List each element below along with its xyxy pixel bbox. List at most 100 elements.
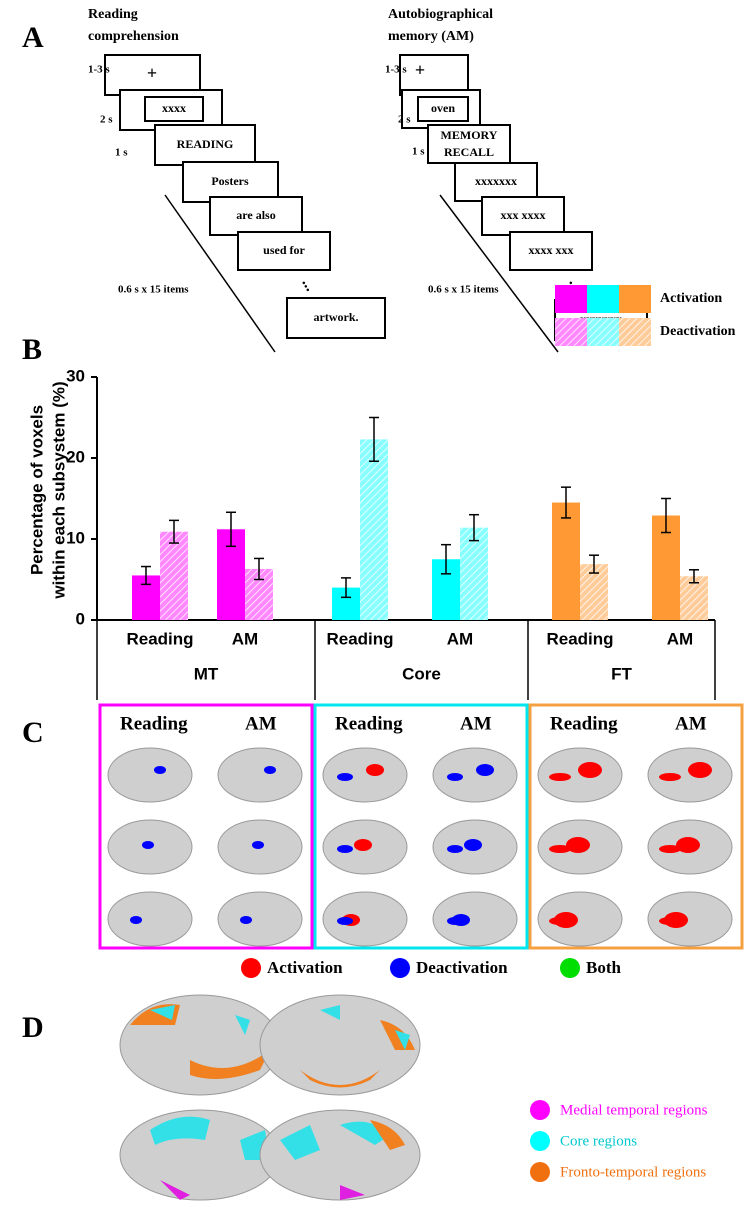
time-line	[439, 194, 559, 353]
screen	[286, 297, 386, 339]
timing: 1 s	[115, 147, 128, 159]
screen-text: used for	[263, 243, 305, 257]
brain	[217, 747, 303, 803]
error-bar	[226, 511, 236, 548]
activation-blob	[464, 839, 482, 851]
error-bar	[369, 416, 379, 462]
subsystem-map: Medial temporal regions Core regions Fro…	[119, 994, 708, 1201]
screen-text: +	[415, 60, 425, 80]
activation-blob	[447, 917, 463, 925]
bar	[160, 531, 188, 620]
error-bar	[689, 569, 699, 584]
screen	[399, 54, 469, 96]
brain	[322, 891, 408, 947]
reading-task: Reading comprehension + xxxx READING Pos…	[88, 7, 386, 353]
legend-label: Both	[586, 958, 622, 977]
timing: 2 s	[398, 114, 411, 126]
error-bar	[561, 486, 571, 519]
error-bar	[169, 519, 179, 544]
screen	[237, 231, 331, 271]
y-tick-label: 10	[66, 528, 85, 547]
inner-box	[144, 96, 204, 122]
screen-text: xxxxxxx	[475, 174, 517, 188]
legend-dot	[560, 958, 580, 978]
group-label: Core	[402, 664, 441, 683]
timing: 2 s	[100, 114, 113, 126]
legend-swatch	[587, 285, 619, 313]
screen	[182, 161, 279, 203]
region	[150, 1005, 250, 1035]
error-bar	[341, 577, 351, 599]
task-title: memory (AM)	[388, 29, 474, 44]
screen-text: artwork.	[314, 310, 359, 324]
legend-label: Deactivation	[660, 324, 736, 339]
screen	[454, 162, 538, 202]
screen-text: xxx xxxx	[501, 208, 546, 222]
region	[340, 1185, 365, 1200]
inner-box	[417, 96, 469, 122]
timing: 1 s	[412, 146, 425, 158]
x-tick-label: AM	[667, 629, 693, 648]
brain	[647, 891, 733, 947]
y-tick-label: 30	[66, 366, 85, 385]
time-line	[164, 194, 276, 353]
timing: 0.6 s x 15 items	[118, 284, 189, 296]
x-tick-label: AM	[232, 629, 258, 648]
x-tick-label: AM	[447, 629, 473, 648]
brain	[322, 747, 408, 803]
activation-blob	[688, 762, 712, 778]
activation-blob	[264, 766, 276, 774]
brain	[432, 747, 518, 803]
task-title: Reading	[88, 7, 138, 22]
screen	[209, 196, 303, 236]
activation-blob	[366, 764, 384, 776]
column-label: AM	[675, 713, 707, 734]
brain	[119, 994, 281, 1096]
brain	[217, 891, 303, 947]
activation-blob	[154, 766, 166, 774]
activation-blob	[337, 845, 353, 853]
legend-swatch	[587, 318, 619, 346]
frame	[528, 703, 744, 950]
legend-label: Deactivation	[416, 958, 508, 977]
activation-blob	[566, 837, 590, 853]
error-bar	[661, 497, 671, 534]
screen-text: xxxx xxx	[529, 243, 574, 257]
bar	[680, 576, 708, 620]
activation-blob	[659, 845, 681, 853]
brain	[647, 747, 733, 803]
region	[370, 1120, 405, 1150]
region	[320, 1005, 410, 1050]
error-bar	[441, 543, 451, 575]
screen-text: +	[147, 63, 157, 83]
screen-text: RECALL	[444, 145, 494, 159]
activation-blob	[240, 916, 252, 924]
brain	[107, 747, 193, 803]
brain	[537, 891, 623, 947]
ellipsis: ...	[298, 275, 319, 294]
error-bar	[589, 554, 599, 574]
region	[150, 1116, 270, 1160]
legend-label: Activation	[660, 291, 722, 306]
brain	[537, 747, 623, 803]
activation-blob	[659, 773, 681, 781]
region	[160, 1180, 190, 1200]
region	[130, 1004, 270, 1079]
activation-blob	[549, 917, 571, 925]
legend-swatch	[555, 285, 587, 313]
activation-blob	[447, 845, 463, 853]
screen	[509, 231, 593, 271]
task-title: Autobiographical	[388, 7, 493, 22]
legend-label: Activation	[267, 958, 343, 977]
brain	[432, 891, 518, 947]
bar-chart: 0 10 20 30 Percentage of voxels within each s…	[27, 285, 736, 700]
legend-label: Medial temporal regions	[560, 1102, 708, 1118]
activation-blob	[252, 841, 264, 849]
region	[280, 1121, 390, 1160]
column-label: AM	[460, 713, 492, 734]
legend-swatch	[619, 318, 651, 346]
activation-blob	[130, 916, 142, 924]
bar	[460, 527, 488, 620]
y-axis-label: Percentage of voxels	[27, 405, 46, 575]
